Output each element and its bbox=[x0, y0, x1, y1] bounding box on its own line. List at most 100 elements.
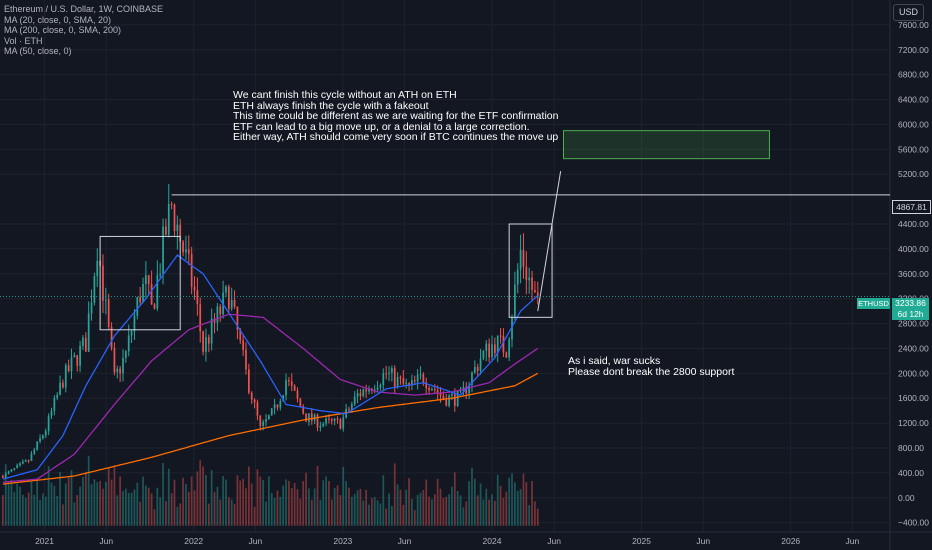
volume-bar bbox=[428, 496, 430, 526]
y-tick-label: 6800.00 bbox=[898, 70, 929, 80]
volume-bar bbox=[250, 483, 253, 526]
volume-bar bbox=[471, 467, 473, 526]
volume-bar bbox=[319, 499, 322, 526]
volume-bar bbox=[113, 465, 116, 526]
candle-body bbox=[391, 368, 393, 373]
ma50-label[interactable]: MA (50, close, 0) bbox=[4, 46, 72, 56]
candle-body bbox=[150, 284, 153, 305]
volume-bar bbox=[2, 495, 4, 526]
candle-body bbox=[104, 299, 107, 301]
candle-body bbox=[491, 344, 493, 358]
volume-bar bbox=[370, 498, 373, 526]
volume-bar bbox=[376, 500, 379, 526]
y-tick-label: 6400.00 bbox=[898, 95, 929, 105]
candle-body bbox=[488, 343, 490, 358]
candle-body bbox=[119, 368, 121, 374]
volume-bar bbox=[339, 495, 342, 526]
volume-bar bbox=[127, 492, 130, 526]
volume-bar bbox=[159, 497, 162, 526]
candle-body bbox=[73, 355, 76, 358]
candle-body bbox=[259, 415, 262, 426]
candle-body bbox=[247, 369, 250, 393]
candle-body bbox=[170, 203, 173, 205]
volume-bar bbox=[436, 478, 439, 526]
volume-bar bbox=[468, 481, 470, 526]
volume-bar bbox=[505, 491, 508, 526]
candle-body bbox=[127, 335, 130, 352]
y-tick-label: 7600.00 bbox=[898, 20, 929, 30]
candle-body bbox=[173, 204, 176, 232]
candle-body bbox=[399, 376, 402, 378]
candle-body bbox=[53, 397, 56, 411]
candle-body bbox=[493, 344, 496, 354]
volume-bar bbox=[402, 504, 405, 526]
candle-body bbox=[10, 469, 13, 472]
volume-bar bbox=[422, 490, 425, 526]
last-price-label: 3233.86 6d 12h bbox=[892, 298, 929, 320]
x-tick-label: 2022 bbox=[184, 536, 203, 546]
volume-bar bbox=[356, 490, 359, 526]
candle-body bbox=[516, 269, 519, 285]
candle-body bbox=[522, 249, 525, 267]
candle-body bbox=[270, 408, 273, 416]
volume-bar bbox=[167, 468, 170, 526]
annotation-line: This time could be different as we are w… bbox=[233, 110, 559, 123]
candle-body bbox=[4, 473, 7, 478]
candle-body bbox=[405, 382, 408, 384]
candle-body bbox=[82, 337, 84, 346]
volume-bar bbox=[511, 473, 513, 526]
volume-bar bbox=[139, 501, 142, 526]
volume-bar bbox=[365, 489, 367, 526]
support-annotation: As i said, war sucks Please dont break t… bbox=[568, 356, 734, 377]
y-tick-label: 6000.00 bbox=[898, 119, 929, 129]
y-tick-label: 5600.00 bbox=[898, 144, 929, 154]
candle-body bbox=[376, 387, 379, 390]
volume-bar bbox=[330, 499, 333, 526]
bar-countdown: 6d 12h bbox=[897, 309, 924, 319]
candle-body bbox=[368, 388, 370, 392]
candle-body bbox=[167, 203, 170, 235]
candle-body bbox=[502, 335, 505, 353]
y-tick-label: 2400.00 bbox=[898, 343, 929, 353]
chart-title[interactable]: Ethereum / U.S. Dollar, 1W, COINBASE bbox=[4, 4, 164, 14]
currency-button[interactable]: USD bbox=[893, 4, 924, 21]
volume-bar bbox=[165, 501, 167, 526]
candle-body bbox=[528, 277, 531, 281]
volume-bar bbox=[388, 493, 390, 526]
x-tick-label: 2024 bbox=[483, 536, 502, 546]
ma20-label[interactable]: MA (20, close, 0, SMA, 20) bbox=[4, 14, 112, 25]
volume-bar bbox=[456, 491, 459, 526]
indicator-legend: Ethereum / U.S. Dollar, 1W, COINBASE MA … bbox=[4, 4, 163, 57]
candle-body bbox=[145, 275, 147, 285]
annotation-line: Please dont break the 2800 support bbox=[568, 365, 735, 378]
candle-body bbox=[328, 418, 330, 420]
volume-bar bbox=[67, 477, 70, 526]
volume-bar bbox=[479, 483, 482, 526]
candle-body bbox=[133, 315, 136, 332]
volume-bar bbox=[514, 482, 516, 526]
volume-bar bbox=[84, 471, 87, 526]
candle-body bbox=[67, 365, 70, 372]
volume-bar bbox=[39, 499, 41, 526]
volume-bar bbox=[47, 466, 50, 526]
volume-bar bbox=[368, 504, 370, 526]
candle-body bbox=[393, 368, 396, 387]
candle-body bbox=[379, 384, 382, 388]
candle-body bbox=[448, 395, 450, 406]
volume-bar bbox=[239, 480, 242, 526]
volume-bar bbox=[302, 481, 305, 526]
volume-bar bbox=[268, 476, 270, 526]
volume-bar bbox=[99, 480, 101, 526]
candle-body bbox=[210, 318, 213, 344]
volume-label[interactable]: Vol · ETH bbox=[4, 35, 43, 46]
candle-body bbox=[165, 226, 167, 235]
candle-body bbox=[416, 374, 419, 382]
volume-bar bbox=[96, 482, 99, 526]
ma200-label[interactable]: MA (200, close, 0, SMA, 200) bbox=[4, 25, 122, 35]
candle-body bbox=[176, 224, 179, 232]
candle-body bbox=[348, 408, 350, 410]
x-tick-label: 2025 bbox=[632, 536, 651, 546]
candle-body bbox=[219, 306, 222, 315]
candle-body bbox=[179, 224, 182, 242]
